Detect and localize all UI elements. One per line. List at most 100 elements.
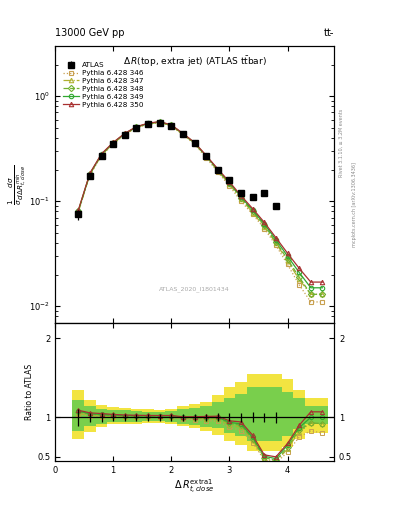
Pythia 6.428 348 xyxy=(180,131,185,137)
Pythia 6.428 350 xyxy=(309,279,313,285)
X-axis label: $\Delta\,R_{t,close}^{\rm extra1}$: $\Delta\,R_{t,close}^{\rm extra1}$ xyxy=(174,477,215,496)
Pythia 6.428 348 xyxy=(262,222,267,228)
Pythia 6.428 348 xyxy=(88,171,92,177)
Pythia 6.428 346 xyxy=(134,125,139,131)
Pythia 6.428 350 xyxy=(76,207,81,214)
Pythia 6.428 348 xyxy=(169,122,174,129)
Pythia 6.428 349 xyxy=(262,221,267,227)
Pythia 6.428 349 xyxy=(76,208,81,214)
Pythia 6.428 348 xyxy=(157,119,162,125)
Pythia 6.428 348 xyxy=(99,152,104,158)
Pythia 6.428 347 xyxy=(134,124,139,131)
Pythia 6.428 346 xyxy=(192,141,197,147)
Pythia 6.428 350 xyxy=(134,123,139,130)
Pythia 6.428 348 xyxy=(309,291,313,297)
Y-axis label: $\frac{1}{\sigma}\frac{d\sigma}{d\Delta R_{t,close}^{min}}$: $\frac{1}{\sigma}\frac{d\sigma}{d\Delta … xyxy=(6,164,28,205)
Pythia 6.428 346 xyxy=(169,123,174,129)
Pythia 6.428 348 xyxy=(285,256,290,262)
Y-axis label: Ratio to ATLAS: Ratio to ATLAS xyxy=(25,364,34,420)
Pythia 6.428 346 xyxy=(157,120,162,126)
Pythia 6.428 349 xyxy=(204,153,209,159)
Pythia 6.428 346 xyxy=(227,183,232,189)
Pythia 6.428 350 xyxy=(111,139,116,145)
Pythia 6.428 346 xyxy=(146,121,151,127)
Pythia 6.428 349 xyxy=(297,269,301,275)
Pythia 6.428 348 xyxy=(215,167,220,173)
Pythia 6.428 346 xyxy=(239,198,243,204)
Pythia 6.428 347 xyxy=(215,168,220,174)
Text: $\Delta\,R$(top, extra jet) (ATLAS t$\bar{\rm t}$bar): $\Delta\,R$(top, extra jet) (ATLAS t$\ba… xyxy=(123,54,266,69)
Pythia 6.428 349 xyxy=(123,131,127,137)
Pythia 6.428 350 xyxy=(274,234,278,241)
Pythia 6.428 349 xyxy=(250,207,255,214)
Pythia 6.428 350 xyxy=(123,130,127,136)
Pythia 6.428 350 xyxy=(169,122,174,128)
Pythia 6.428 347 xyxy=(204,154,209,160)
Pythia 6.428 347 xyxy=(250,209,255,216)
Line: Pythia 6.428 350: Pythia 6.428 350 xyxy=(76,119,325,284)
Pythia 6.428 349 xyxy=(309,285,313,291)
Pythia 6.428 346 xyxy=(99,153,104,159)
Pythia 6.428 346 xyxy=(215,169,220,175)
Pythia 6.428 348 xyxy=(111,140,116,146)
Line: Pythia 6.428 347: Pythia 6.428 347 xyxy=(76,120,325,296)
Pythia 6.428 349 xyxy=(169,122,174,128)
Legend: ATLAS, Pythia 6.428 346, Pythia 6.428 347, Pythia 6.428 348, Pythia 6.428 349, P: ATLAS, Pythia 6.428 346, Pythia 6.428 34… xyxy=(61,61,145,109)
Pythia 6.428 349 xyxy=(99,151,104,157)
Pythia 6.428 346 xyxy=(285,262,290,268)
Pythia 6.428 346 xyxy=(180,132,185,138)
Pythia 6.428 349 xyxy=(320,285,325,291)
Pythia 6.428 346 xyxy=(88,172,92,178)
Pythia 6.428 350 xyxy=(157,119,162,125)
Pythia 6.428 347 xyxy=(180,131,185,137)
Pythia 6.428 348 xyxy=(239,195,243,201)
Pythia 6.428 346 xyxy=(250,211,255,218)
Pythia 6.428 350 xyxy=(204,153,209,159)
Pythia 6.428 348 xyxy=(250,208,255,215)
Pythia 6.428 347 xyxy=(297,276,301,283)
Pythia 6.428 347 xyxy=(227,181,232,187)
Pythia 6.428 349 xyxy=(192,140,197,146)
Pythia 6.428 349 xyxy=(215,166,220,173)
Pythia 6.428 346 xyxy=(111,141,116,147)
Pythia 6.428 350 xyxy=(239,193,243,199)
Pythia 6.428 349 xyxy=(157,119,162,125)
Pythia 6.428 348 xyxy=(192,140,197,146)
Pythia 6.428 350 xyxy=(262,219,267,225)
Pythia 6.428 348 xyxy=(134,124,139,130)
Pythia 6.428 350 xyxy=(88,170,92,176)
Text: tt$\bar{}$: tt$\bar{}$ xyxy=(323,27,334,38)
Pythia 6.428 347 xyxy=(274,240,278,246)
Pythia 6.428 349 xyxy=(227,180,232,186)
Pythia 6.428 349 xyxy=(146,120,151,126)
Text: ATLAS_2020_I1801434: ATLAS_2020_I1801434 xyxy=(159,287,230,292)
Pythia 6.428 350 xyxy=(192,139,197,145)
Pythia 6.428 346 xyxy=(297,282,301,288)
Pythia 6.428 350 xyxy=(297,265,301,271)
Pythia 6.428 347 xyxy=(309,291,313,297)
Pythia 6.428 347 xyxy=(99,152,104,158)
Pythia 6.428 347 xyxy=(157,119,162,125)
Pythia 6.428 349 xyxy=(274,237,278,243)
Pythia 6.428 348 xyxy=(274,239,278,245)
Pythia 6.428 348 xyxy=(297,274,301,280)
Pythia 6.428 347 xyxy=(123,131,127,137)
Pythia 6.428 350 xyxy=(180,130,185,136)
Pythia 6.428 347 xyxy=(320,291,325,297)
Pythia 6.428 349 xyxy=(88,170,92,177)
Pythia 6.428 347 xyxy=(192,140,197,146)
Pythia 6.428 348 xyxy=(76,208,81,215)
Pythia 6.428 350 xyxy=(250,206,255,212)
Pythia 6.428 347 xyxy=(146,121,151,127)
Pythia 6.428 349 xyxy=(134,124,139,130)
Pythia 6.428 349 xyxy=(285,253,290,259)
Text: Rivet 3.1.10, ≥ 3.2M events: Rivet 3.1.10, ≥ 3.2M events xyxy=(339,109,344,178)
Text: 13000 GeV pp: 13000 GeV pp xyxy=(55,28,125,38)
Pythia 6.428 348 xyxy=(123,131,127,137)
Pythia 6.428 346 xyxy=(320,299,325,305)
Pythia 6.428 347 xyxy=(76,209,81,215)
Pythia 6.428 350 xyxy=(320,279,325,285)
Pythia 6.428 349 xyxy=(111,140,116,146)
Pythia 6.428 346 xyxy=(309,299,313,305)
Pythia 6.428 347 xyxy=(239,196,243,202)
